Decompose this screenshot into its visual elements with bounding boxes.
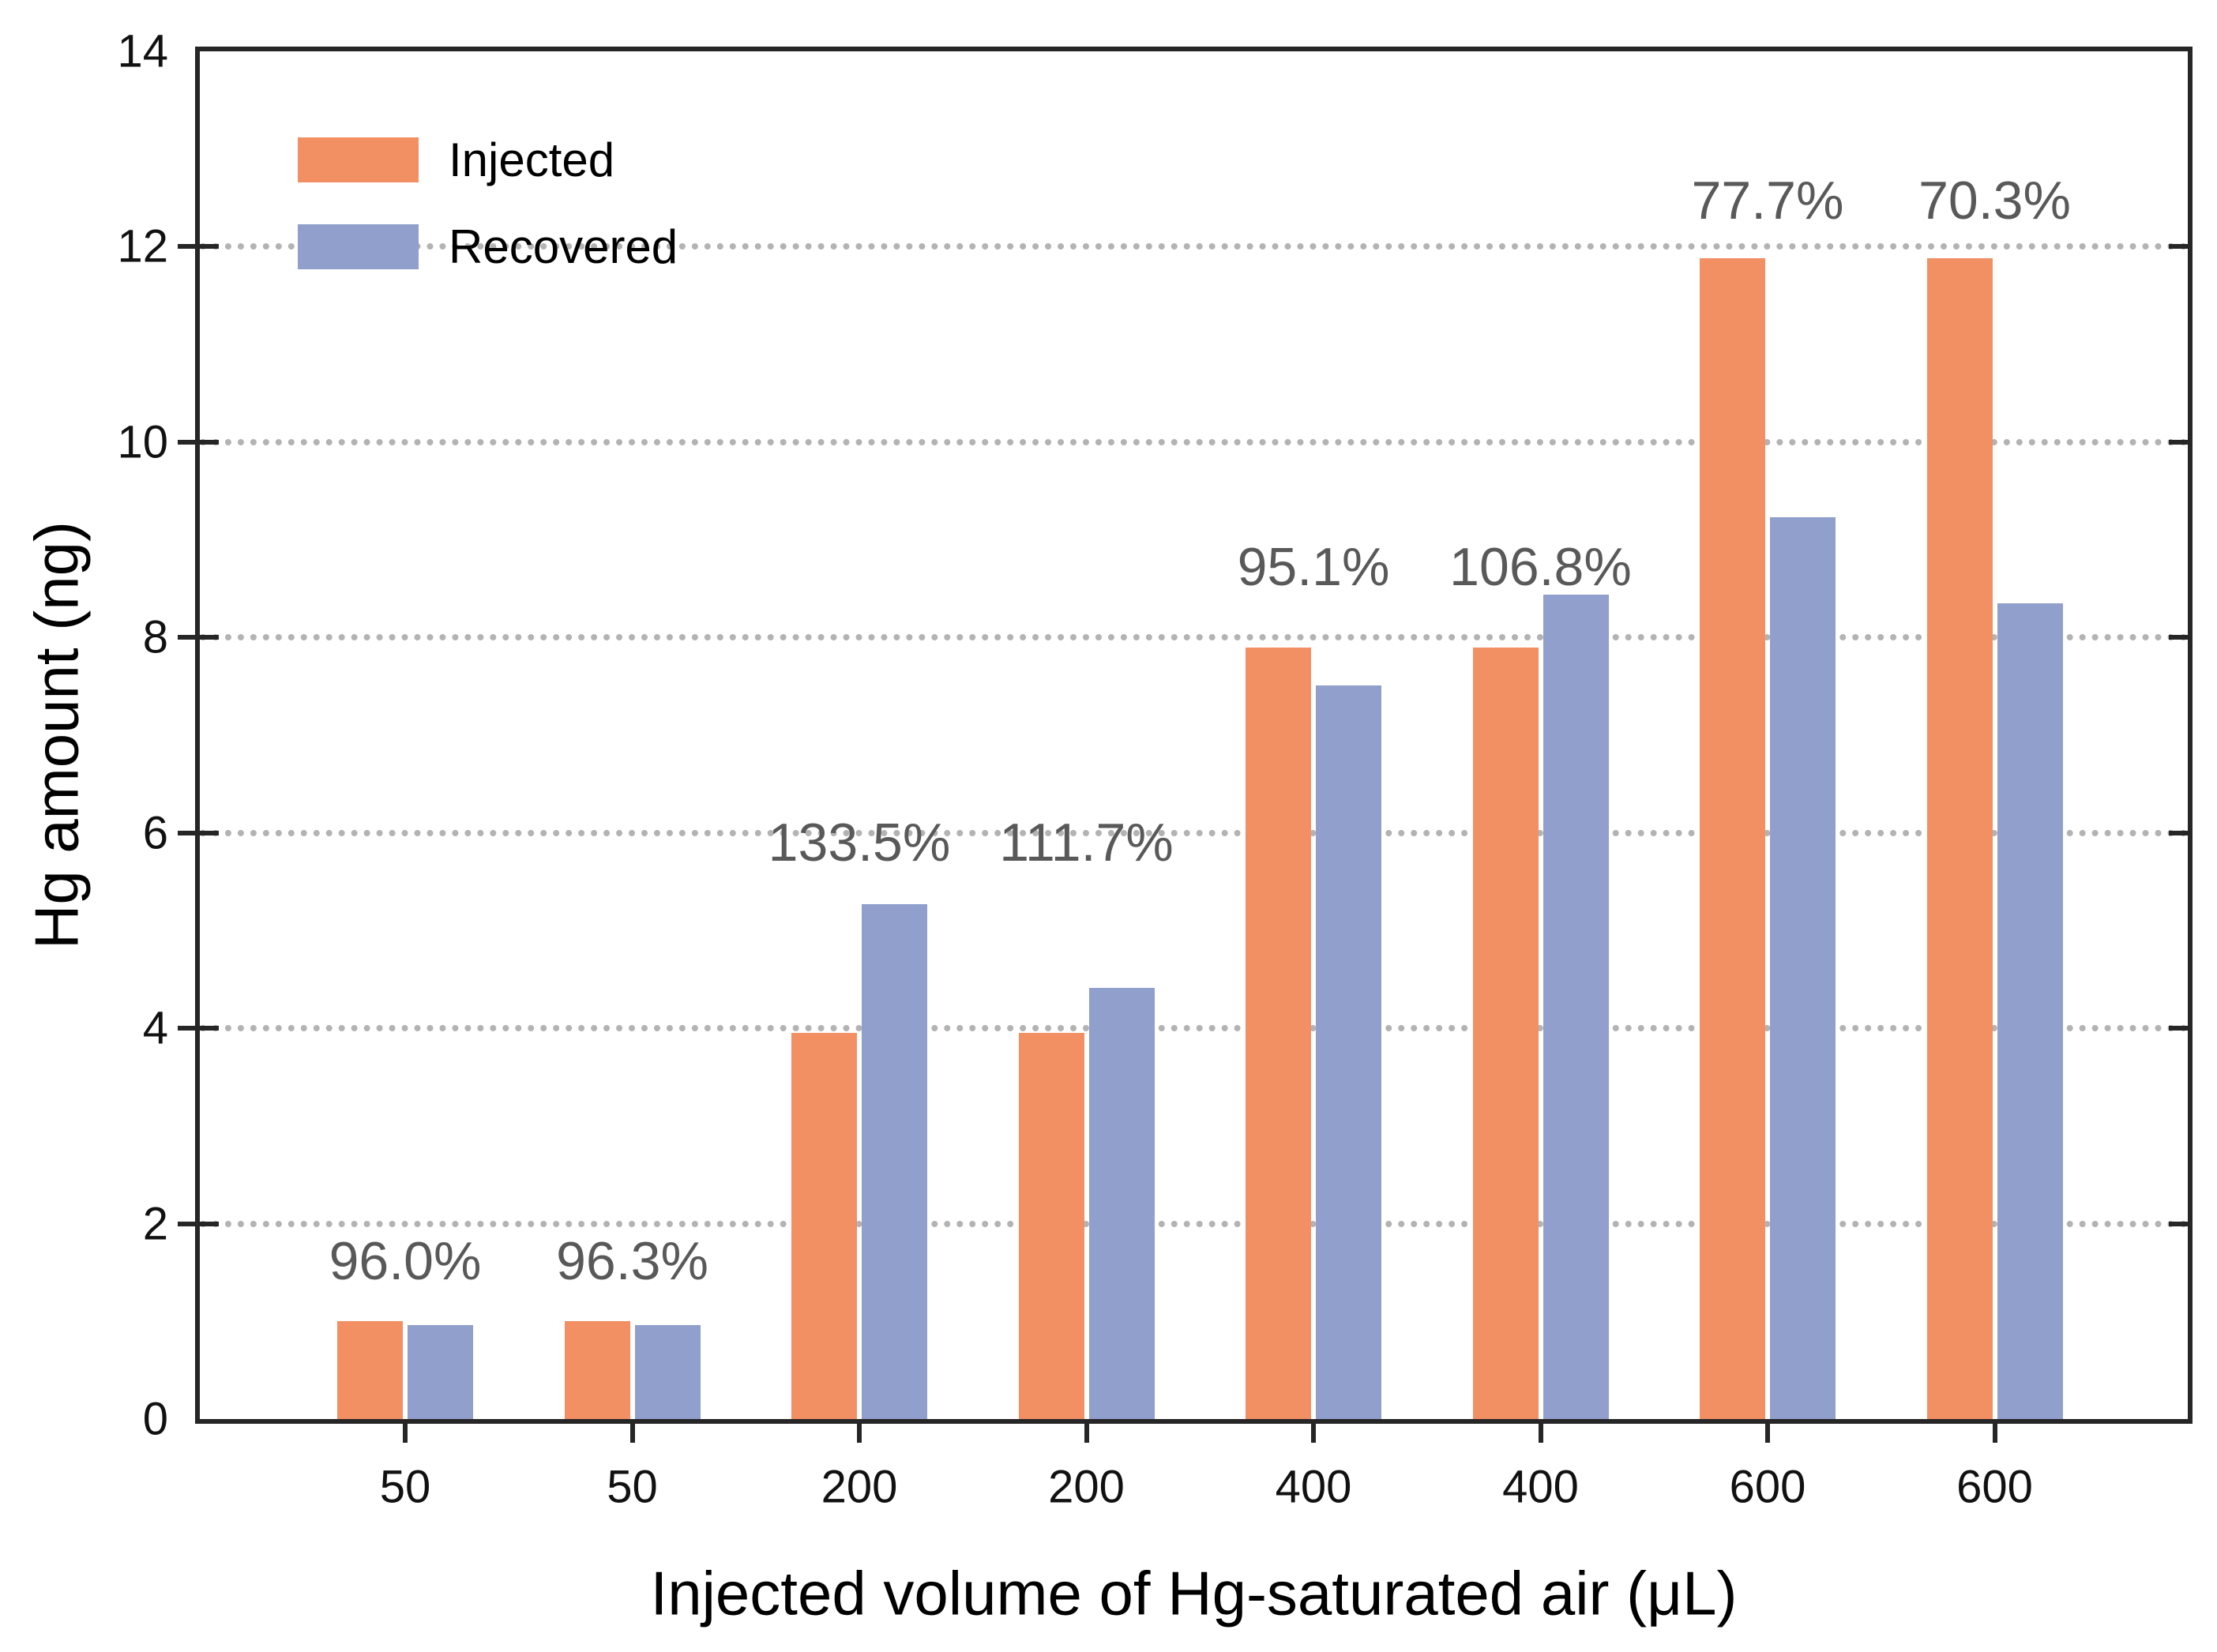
x-tick-label-6: 600 <box>1729 1461 1806 1513</box>
bar-recovered-5 <box>1543 594 1609 1419</box>
gridline-y-6 <box>200 829 2188 836</box>
y-tick-right-12 <box>2169 244 2193 250</box>
x-tick-label-5: 400 <box>1502 1461 1579 1513</box>
bar-injected-6 <box>1700 258 1765 1419</box>
x-tick-label-3: 200 <box>1048 1461 1125 1513</box>
x-tick-5 <box>1538 1419 1543 1443</box>
recovery-label-2: 133.5% <box>768 813 951 873</box>
y-tick-label-10: 10 <box>117 416 168 468</box>
y-axis-title: Hg amount (ng) <box>21 521 92 949</box>
y-tick-left-8 <box>178 635 219 640</box>
recovery-label-5: 106.8% <box>1449 537 1632 598</box>
y-tick-label-0: 0 <box>142 1393 168 1445</box>
y-tick-left-4 <box>178 1026 219 1031</box>
bar-injected-1 <box>564 1321 630 1419</box>
x-tick-0 <box>403 1419 408 1443</box>
gridline-y-12 <box>200 243 2188 250</box>
legend-label-injected: Injected <box>449 133 615 186</box>
bar-injected-2 <box>791 1033 857 1419</box>
plot-frame <box>195 47 2193 1424</box>
x-tick-7 <box>1992 1419 1997 1443</box>
x-tick-1 <box>629 1419 635 1443</box>
x-tick-label-0: 50 <box>379 1461 431 1513</box>
x-tick-label-4: 400 <box>1275 1461 1352 1513</box>
y-tick-right-2 <box>2169 1221 2193 1226</box>
recovery-label-4: 95.1% <box>1237 537 1390 598</box>
bar-recovered-1 <box>634 1324 701 1419</box>
recovery-label-1: 96.3% <box>556 1230 708 1291</box>
y-tick-right-8 <box>2169 635 2193 640</box>
legend-item-injected: Injected <box>298 133 678 187</box>
recovery-label-0: 96.0% <box>329 1230 482 1291</box>
bar-recovered-3 <box>1088 988 1155 1419</box>
bar-injected-0 <box>337 1321 403 1419</box>
legend-item-recovered: Recovered <box>298 220 678 274</box>
y-tick-right-4 <box>2169 1026 2193 1031</box>
y-tick-label-6: 6 <box>142 807 168 859</box>
gridline-y-10 <box>200 438 2188 445</box>
gridline-y-8 <box>200 634 2188 641</box>
x-tick-label-1: 50 <box>607 1461 658 1513</box>
y-tick-right-6 <box>2169 830 2193 835</box>
y-tick-right-10 <box>2169 439 2193 445</box>
y-tick-left-10 <box>178 439 219 445</box>
y-tick-label-4: 4 <box>142 1002 168 1054</box>
legend-label-recovered: Recovered <box>449 220 678 273</box>
x-tick-label-7: 600 <box>1956 1461 2033 1513</box>
bar-injected-4 <box>1246 647 1311 1419</box>
legend-swatch-injected-icon <box>298 137 419 182</box>
legend: Injected Recovered <box>298 133 678 274</box>
x-tick-4 <box>1311 1419 1316 1443</box>
recovery-label-6: 77.7% <box>1691 171 1844 231</box>
bar-recovered-2 <box>862 904 927 1419</box>
y-tick-label-12: 12 <box>117 220 168 272</box>
x-tick-2 <box>857 1419 862 1443</box>
y-tick-label-8: 8 <box>142 611 168 663</box>
y-tick-label-14: 14 <box>117 25 168 77</box>
x-tick-6 <box>1765 1419 1770 1443</box>
y-tick-left-12 <box>178 244 219 250</box>
recovery-label-7: 70.3% <box>1918 171 2071 231</box>
legend-swatch-recovered-icon <box>298 224 419 269</box>
bar-recovered-0 <box>408 1325 473 1419</box>
recovery-label-3: 111.7% <box>999 813 1174 873</box>
bar-recovered-7 <box>1997 603 2063 1419</box>
x-axis-title: Injected volume of Hg-saturated air (μL) <box>650 1558 1738 1628</box>
bar-recovered-4 <box>1316 685 1381 1419</box>
y-tick-left-2 <box>178 1221 219 1226</box>
y-tick-label-2: 2 <box>142 1198 168 1250</box>
gridline-y-2 <box>200 1220 2188 1227</box>
bar-injected-3 <box>1018 1033 1084 1419</box>
gridline-y-4 <box>200 1025 2188 1032</box>
x-tick-3 <box>1084 1419 1089 1443</box>
y-tick-left-6 <box>178 830 219 835</box>
bar-injected-5 <box>1472 647 1539 1419</box>
bar-recovered-6 <box>1770 517 1836 1419</box>
bar-injected-7 <box>1926 258 1993 1419</box>
x-tick-label-2: 200 <box>821 1461 898 1513</box>
